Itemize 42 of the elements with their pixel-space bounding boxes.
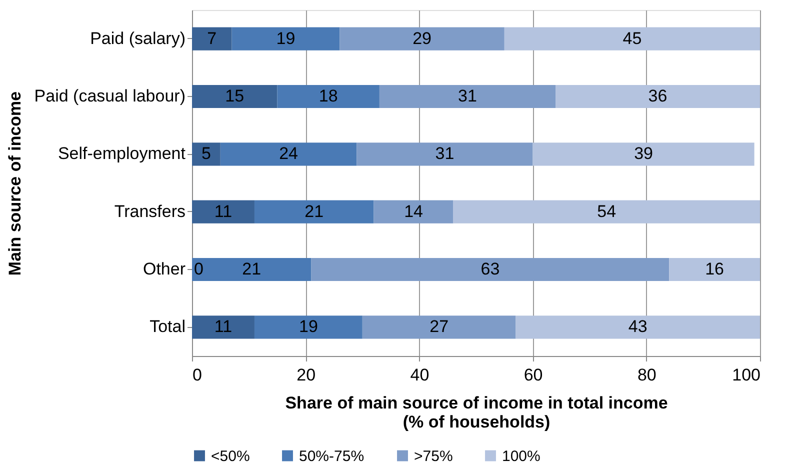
- data-label: 5: [201, 144, 211, 164]
- data-label: 31: [458, 86, 477, 106]
- data-label: 16: [705, 260, 724, 278]
- x-tick-label: 0: [192, 366, 202, 384]
- data-label: 45: [622, 28, 642, 48]
- data-label: 36: [648, 86, 668, 106]
- x-tick-label: 40: [410, 366, 430, 384]
- y-tick-label: Transfers: [114, 202, 186, 221]
- data-label: 29: [412, 28, 432, 48]
- annotation: 0: [194, 260, 204, 278]
- data-label: 31: [435, 144, 454, 164]
- data-label: 11: [214, 317, 232, 336]
- x-tick-label: 60: [524, 366, 543, 384]
- data-label: 43: [628, 317, 648, 336]
- y-tick-label: Other: [142, 260, 186, 278]
- y-tick-label: Self-employment: [58, 144, 186, 164]
- data-label: 24: [279, 144, 298, 164]
- data-label: 63: [480, 260, 500, 278]
- data-label: 7: [207, 28, 217, 48]
- y-tick-label: Paid (salary): [90, 28, 186, 48]
- y-tick-label: Total: [150, 317, 186, 336]
- data-label: 19: [276, 28, 296, 48]
- data-label: 18: [318, 86, 338, 106]
- data-label: 21: [242, 260, 262, 278]
- x-axis-title: Share of main source of income in total income (% of households): [285, 394, 668, 432]
- x-tick-label: 100: [732, 366, 760, 384]
- data-label: 11: [214, 202, 232, 221]
- y-tick-label: Paid (casual labour): [34, 86, 186, 106]
- legend-label: 50%-75%: [299, 448, 364, 465]
- data-label: 27: [430, 317, 449, 336]
- data-label: 14: [404, 202, 423, 221]
- x-tick-label: 20: [296, 366, 316, 384]
- data-label: 15: [225, 86, 244, 106]
- legend-label: 100%: [502, 448, 540, 465]
- legend-label: <50%: [211, 448, 250, 465]
- y-axis-title: Main source of income: [5, 91, 24, 276]
- data-label: 54: [597, 202, 616, 221]
- data-label: 39: [634, 144, 654, 164]
- legend-label: >75%: [414, 448, 453, 465]
- data-label: 19: [298, 317, 318, 336]
- x-tick-label: 80: [637, 366, 656, 384]
- data-label: 21: [304, 202, 324, 221]
